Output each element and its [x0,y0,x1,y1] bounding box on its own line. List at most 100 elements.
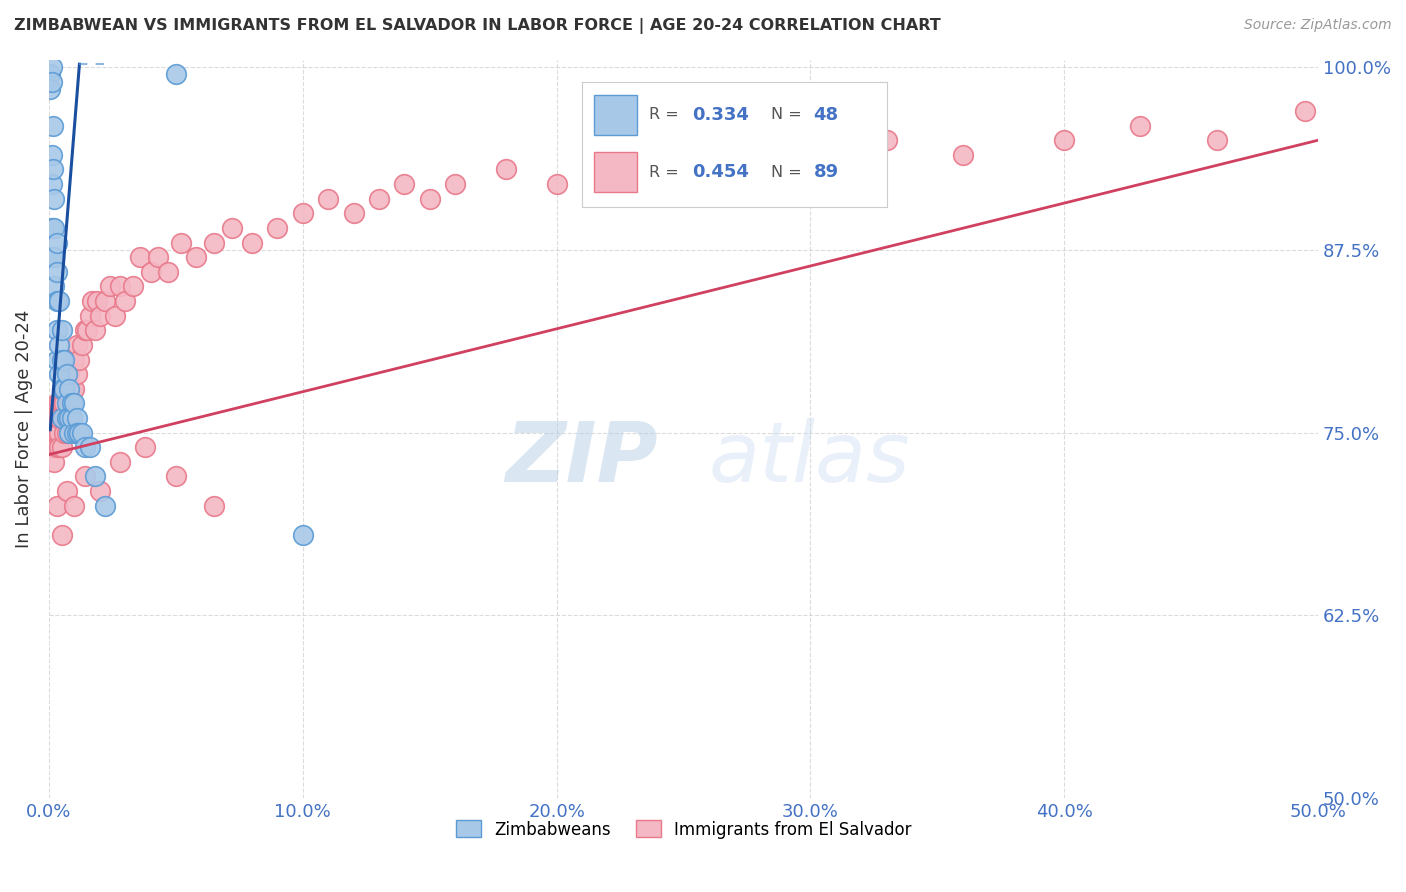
Point [55,382,77,396]
Point [41,250,63,264]
Point [202,235,225,250]
Point [266,221,288,235]
Point [45,425,67,440]
Text: Source: ZipAtlas.com: Source: ZipAtlas.com [1244,18,1392,32]
Point [368,192,391,206]
Point [51,440,73,454]
Point [42,192,65,206]
Legend: Zimbabweans, Immigrants from El Salvador: Zimbabweans, Immigrants from El Salvador [449,814,918,846]
Point [73,440,96,454]
Point [79,440,101,454]
Point [51,352,73,367]
Point [83,323,105,337]
Point [53,425,76,440]
Point [58,382,80,396]
Point [51,411,73,425]
Point [697,162,720,177]
Point [121,279,143,293]
Point [70,338,93,352]
Point [55,425,77,440]
Point [67,425,90,440]
Point [66,338,89,352]
Point [89,484,111,499]
Point [66,367,89,381]
Point [63,499,86,513]
Point [444,177,467,191]
Point [83,469,105,483]
Point [291,528,314,542]
Point [108,279,131,293]
Point [41,177,63,191]
Point [41,221,63,235]
Point [48,367,70,381]
Point [76,323,98,337]
Point [45,396,67,410]
Point [41,418,63,433]
Point [42,221,65,235]
Point [42,119,65,133]
Point [42,440,65,454]
Point [63,425,86,440]
Point [157,265,180,279]
Point [55,411,77,425]
Point [1129,119,1152,133]
Point [39,82,62,96]
Point [60,411,83,425]
Point [45,440,67,454]
Point [55,411,77,425]
Point [952,148,974,162]
Point [647,148,669,162]
Point [67,352,90,367]
Point [202,499,225,513]
Point [419,192,441,206]
Point [48,338,70,352]
Point [342,206,364,220]
Point [134,440,156,454]
Point [63,382,86,396]
Point [748,148,770,162]
Point [394,177,416,191]
Text: atlas: atlas [709,418,911,499]
Point [48,440,70,454]
Point [45,411,67,425]
Point [495,162,517,177]
Point [41,148,63,162]
Point [58,411,80,425]
Point [89,309,111,323]
Point [94,293,117,308]
Point [42,250,65,264]
Text: ZIP: ZIP [506,418,658,499]
Point [51,528,73,542]
Point [63,352,86,367]
Point [53,396,76,410]
Point [42,411,65,425]
Point [55,367,77,381]
Point [82,293,104,308]
Point [70,425,93,440]
Point [45,293,67,308]
Point [165,469,187,483]
Point [79,309,101,323]
Y-axis label: In Labor Force | Age 20-24: In Labor Force | Age 20-24 [15,310,32,549]
Point [53,382,76,396]
Point [129,250,152,264]
Point [45,352,67,367]
Point [42,455,65,469]
Point [66,411,89,425]
Point [45,323,67,337]
Point [39,433,62,447]
Point [48,293,70,308]
Point [41,75,63,89]
Point [596,162,619,177]
Point [58,396,80,410]
Point [108,455,131,469]
Point [291,206,314,220]
Point [546,177,568,191]
Point [60,382,83,396]
Point [55,484,77,499]
Point [170,235,193,250]
Point [58,411,80,425]
Point [45,235,67,250]
Point [51,411,73,425]
Point [104,309,127,323]
